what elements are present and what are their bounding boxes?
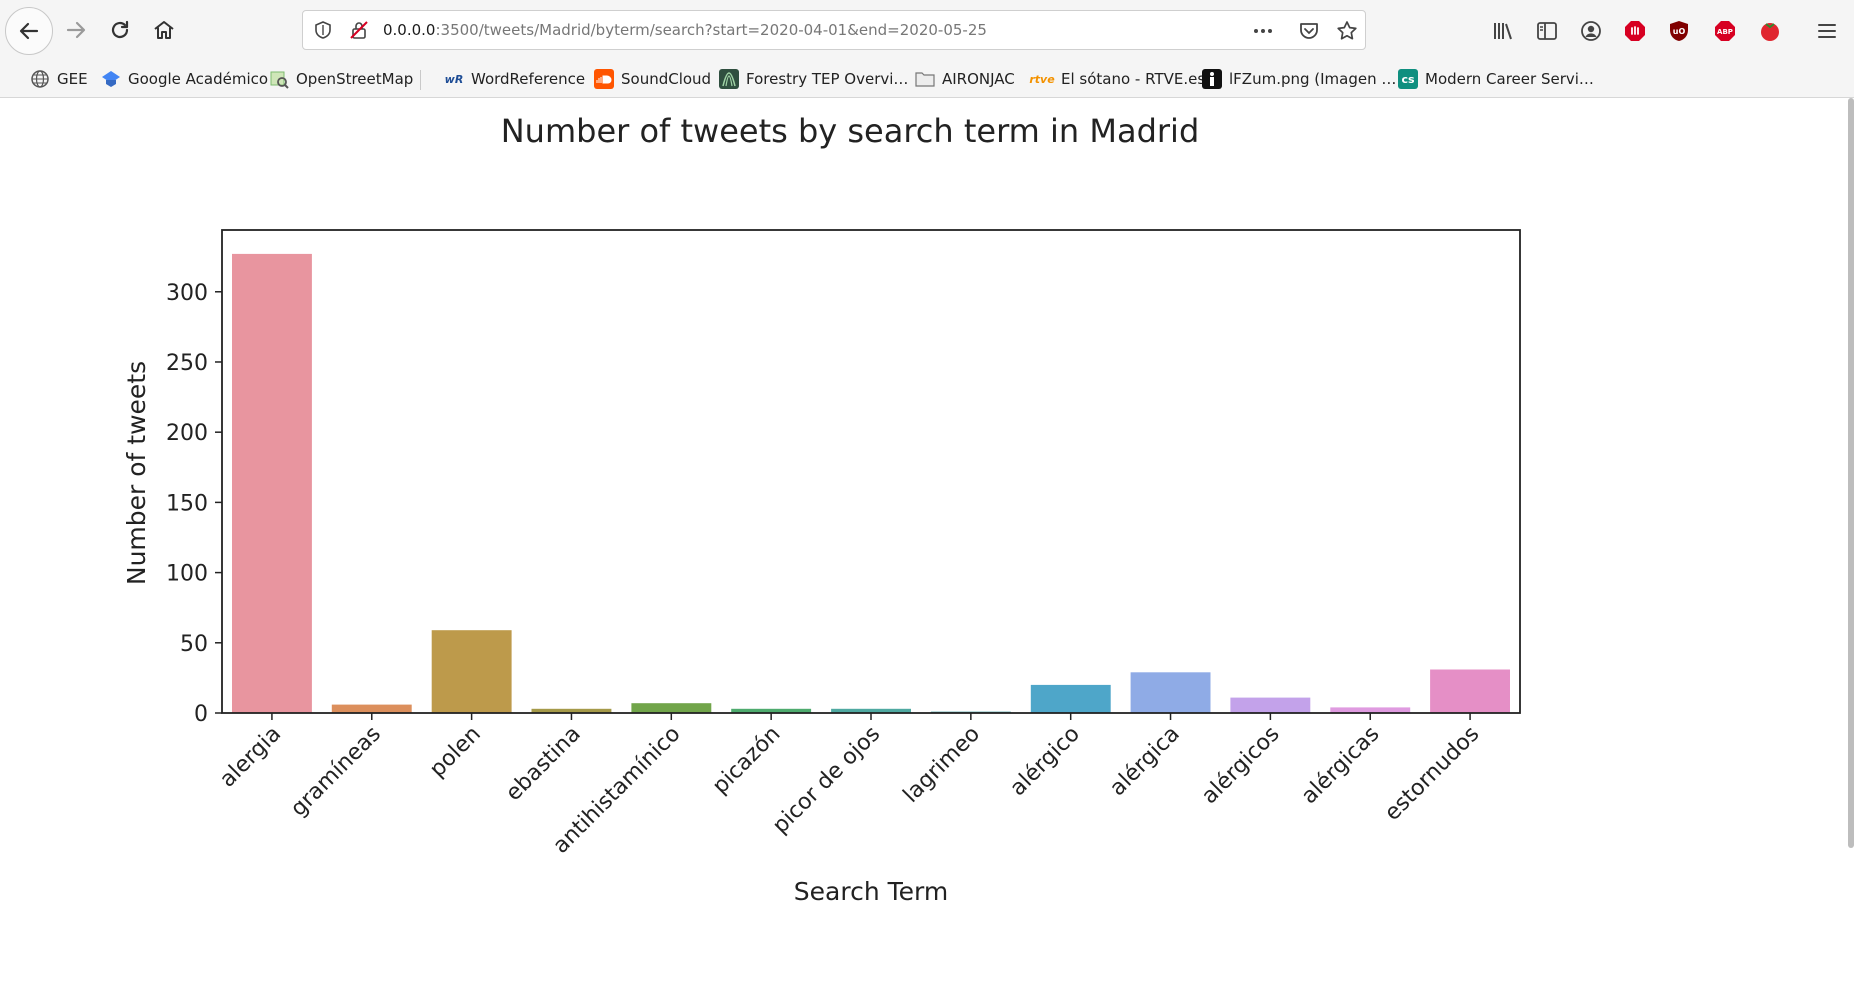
bookmark-openstreetmap[interactable]: OpenStreetMap bbox=[269, 68, 413, 90]
url-bar[interactable]: 0.0.0.0:3500/tweets/Madrid/byterm/search… bbox=[302, 10, 1366, 50]
chart-title: Number of tweets by search term in Madri… bbox=[501, 112, 1200, 150]
globe-icon bbox=[30, 69, 50, 89]
bar-6 bbox=[831, 708, 911, 713]
x-tick-label: polen bbox=[425, 722, 486, 783]
rtve-icon: rtve bbox=[1029, 72, 1055, 86]
image-icon bbox=[1202, 69, 1222, 89]
x-tick-label: picor de ojos bbox=[768, 722, 885, 839]
x-tick-label: alérgicas bbox=[1297, 722, 1385, 810]
bookmark-label: El sótano - RTVE.es bbox=[1061, 70, 1206, 88]
x-tick-label: alérgica bbox=[1105, 722, 1185, 802]
sidebar-icon[interactable] bbox=[1534, 18, 1560, 44]
bookmark-label: lFZum.png (Imagen … bbox=[1229, 70, 1397, 88]
x-axis-label: Search Term bbox=[794, 877, 948, 906]
x-tick-label: alérgico bbox=[1005, 722, 1084, 801]
y-tick-label: 50 bbox=[180, 632, 208, 657]
tomato-extension-icon[interactable] bbox=[1757, 18, 1783, 44]
x-tick-label: gramíneas bbox=[286, 722, 386, 822]
bookmark-el-sotano-rtve[interactable]: rtve El sótano - RTVE.es bbox=[1029, 68, 1206, 90]
browser-toolbar: 0.0.0.0:3500/tweets/Madrid/byterm/search… bbox=[0, 0, 1854, 60]
bar-3 bbox=[531, 708, 612, 713]
page-scrollbar[interactable] bbox=[1848, 98, 1854, 848]
y-axis-label: Number of tweets bbox=[122, 361, 151, 585]
y-tick-label: 200 bbox=[166, 421, 208, 446]
folder-icon bbox=[915, 69, 935, 89]
bookmark-label: Modern Career Servi… bbox=[1425, 70, 1594, 88]
url-path: :3500/tweets/Madrid/byterm/search?start=… bbox=[435, 21, 987, 39]
account-icon[interactable] bbox=[1578, 18, 1604, 44]
arrow-right-icon bbox=[66, 21, 86, 39]
x-tick-label: alergia bbox=[215, 722, 286, 793]
bookmark-lfzum-png[interactable]: lFZum.png (Imagen … bbox=[1202, 68, 1396, 90]
scholar-icon bbox=[101, 69, 121, 89]
bar-12 bbox=[1430, 669, 1510, 713]
url-text[interactable]: 0.0.0.0:3500/tweets/Madrid/byterm/search… bbox=[383, 21, 987, 39]
reload-button[interactable] bbox=[97, 7, 143, 53]
bookmark-google-academico[interactable]: Google Académico bbox=[101, 68, 268, 90]
page-actions-icon[interactable] bbox=[1251, 19, 1275, 43]
y-tick-label: 100 bbox=[166, 562, 208, 587]
bar-9 bbox=[1130, 672, 1211, 713]
menu-icon[interactable] bbox=[1814, 18, 1840, 44]
x-tick-label: ebastina bbox=[501, 722, 586, 807]
career-icon: cs bbox=[1398, 69, 1418, 89]
bar-11 bbox=[1330, 707, 1411, 713]
library-icon[interactable] bbox=[1490, 18, 1516, 44]
bookmark-star-icon[interactable] bbox=[1335, 19, 1359, 43]
stop-hand-extension-icon[interactable] bbox=[1622, 18, 1648, 44]
bookmarks-bar: GEE Google Académico OpenStreetMap wR Wo… bbox=[0, 60, 1854, 98]
y-tick-label: 0 bbox=[194, 702, 208, 727]
bookmark-modern-career-services[interactable]: cs Modern Career Servi… bbox=[1398, 68, 1594, 90]
tweets-bar-chart: Number of tweets by search term in Madri… bbox=[122, 112, 1521, 906]
x-tick-label: lagrimeo bbox=[899, 722, 985, 808]
bookmark-aironjac-folder[interactable]: AIRONJAC bbox=[915, 68, 1015, 90]
svg-text:ABP: ABP bbox=[1717, 28, 1733, 36]
pocket-icon[interactable] bbox=[1297, 19, 1321, 43]
map-icon bbox=[269, 69, 289, 89]
forestry-icon bbox=[719, 69, 739, 89]
wr-icon: wR bbox=[444, 72, 464, 86]
tracking-shield-icon[interactable] bbox=[313, 20, 333, 40]
plot-area: alergia gramíneas polen ebastinaantihistamí… bbox=[166, 229, 1521, 859]
bar-1 bbox=[331, 704, 412, 713]
y-tick-label: 150 bbox=[166, 491, 208, 516]
bar-2 bbox=[431, 630, 512, 713]
arrow-left-icon bbox=[19, 22, 39, 40]
adblock-plus-icon[interactable]: ABP bbox=[1712, 18, 1738, 44]
svg-text:uO: uO bbox=[1673, 27, 1686, 36]
url-host: 0.0.0.0 bbox=[383, 21, 436, 39]
bookmark-separator bbox=[420, 70, 421, 90]
bookmark-label: SoundCloud bbox=[621, 70, 712, 88]
y-tick-label: 250 bbox=[166, 351, 208, 376]
plot-frame bbox=[221, 229, 1521, 714]
x-tick-label: estornudos bbox=[1380, 722, 1484, 826]
x-tick-label: alérgicos bbox=[1197, 722, 1285, 810]
bar-8 bbox=[1030, 684, 1111, 713]
bar-5 bbox=[731, 708, 812, 713]
bookmark-label: OpenStreetMap bbox=[296, 70, 414, 88]
x-tick-label: picazón bbox=[708, 722, 786, 800]
bookmark-soundcloud[interactable]: SoundCloud bbox=[594, 68, 711, 90]
y-tick-label: 300 bbox=[166, 281, 208, 306]
forward-button[interactable] bbox=[53, 7, 99, 53]
bookmark-gee[interactable]: GEE bbox=[30, 68, 88, 90]
bookmark-label: Forestry TEP Overvi… bbox=[746, 70, 909, 88]
back-button[interactable] bbox=[5, 7, 53, 55]
insecure-lock-icon[interactable] bbox=[349, 20, 369, 40]
bookmark-label: WordReference bbox=[471, 70, 586, 88]
bar-0 bbox=[232, 253, 312, 713]
soundcloud-icon bbox=[594, 69, 614, 89]
bookmark-forestry-tep[interactable]: Forestry TEP Overvi… bbox=[719, 68, 908, 90]
home-icon bbox=[154, 21, 174, 39]
bar-4 bbox=[631, 703, 712, 713]
bookmark-label: GEE bbox=[57, 70, 88, 88]
bookmark-label: Google Académico bbox=[128, 70, 269, 88]
bar-10 bbox=[1230, 697, 1311, 713]
bookmark-label: AIRONJAC bbox=[942, 70, 1015, 88]
bookmark-wordreference[interactable]: wR WordReference bbox=[444, 68, 585, 90]
reload-icon bbox=[111, 20, 129, 39]
home-button[interactable] bbox=[141, 7, 187, 53]
ublock-origin-icon[interactable]: uO bbox=[1666, 18, 1692, 44]
